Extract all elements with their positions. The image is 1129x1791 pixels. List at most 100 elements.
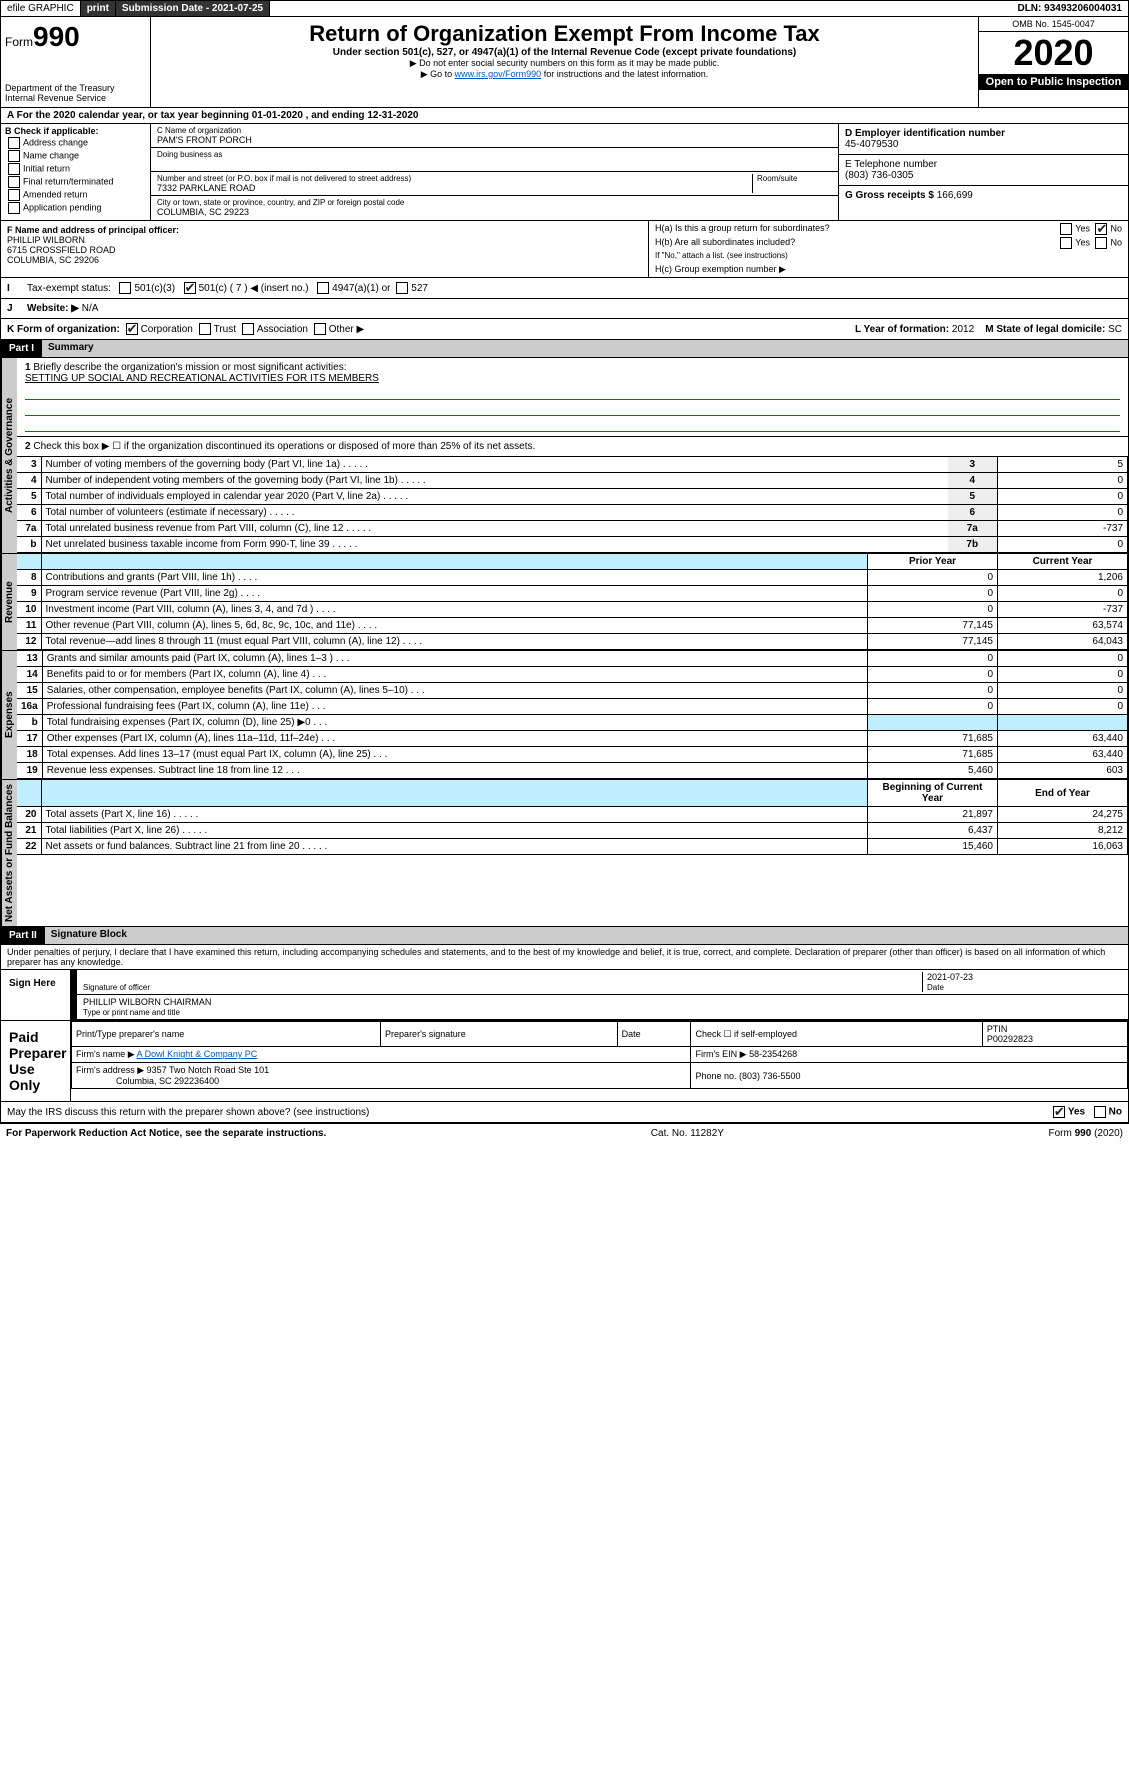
city-state-zip: COLUMBIA, SC 29223 [157,207,832,217]
form-title: Return of Organization Exempt From Incom… [155,21,974,47]
print-name-label: Type or print name and title [83,1008,180,1017]
hb-row: H(b) Are all subordinates included? Yes … [649,235,1128,249]
paid-preparer-block: Paid Preparer Use Only Print/Type prepar… [0,1021,1129,1102]
discuss-no[interactable] [1094,1106,1106,1118]
b-label: B Check if applicable: [5,126,99,136]
vtab-revenue: Revenue [1,554,17,650]
ssn-note: ▶ Do not enter social security numbers o… [155,58,974,69]
sig-officer-label: Signature of officer [83,983,150,992]
vtab-expenses: Expenses [1,651,17,779]
ha-row: H(a) Is this a group return for subordin… [649,221,1128,235]
form-header: Form990 Department of the Treasury Inter… [0,17,1129,108]
firm-name-label: Firm's name ▶ [76,1049,135,1059]
m-label: M State of legal domicile: [985,324,1105,335]
cb-amended[interactable]: Amended return [5,189,146,201]
ptin-hdr: PTIN [987,1024,1008,1034]
officer-addr2: COLUMBIA, SC 29206 [7,255,99,265]
perjury-text: Under penalties of perjury, I declare th… [0,945,1129,970]
form-subtitle: Under section 501(c), 527, or 4947(a)(1)… [155,47,974,58]
pra-notice: For Paperwork Reduction Act Notice, see … [6,1128,326,1139]
hc-row: H(c) Group exemption number ▶ [649,262,1128,277]
sign-block: Sign Here Signature of officer 2021-07-2… [0,970,1129,1021]
cb-name-change[interactable]: Name change [5,150,146,162]
city-label: City or town, state or province, country… [157,198,832,207]
irs-link[interactable]: www.irs.gov/Form990 [455,69,542,79]
part1-header: Part I Summary [0,340,1129,358]
phone-value: (803) 736-0305 [845,170,913,181]
mission-block: 1 Briefly describe the organization's mi… [17,358,1128,437]
mission-text: SETTING UP SOCIAL AND RECREATIONAL ACTIV… [25,373,379,384]
cb-corp[interactable] [126,323,138,335]
line2: 2 Check this box ▶ ☐ if the organization… [17,437,1128,457]
section-governance: Activities & Governance 1 Briefly descri… [0,358,1129,554]
firm-addr-label: Firm's address ▶ [76,1065,144,1075]
expenses-table: 13Grants and similar amounts paid (Part … [17,651,1128,779]
cb-trust[interactable] [199,323,211,335]
section-netassets: Net Assets or Fund Balances Beginning of… [0,780,1129,927]
cb-assoc[interactable] [242,323,254,335]
ein-value: 45-4079530 [845,139,898,150]
cb-4947[interactable] [317,282,329,294]
cb-527[interactable] [396,282,408,294]
omb-number: OMB No. 1545-0047 [979,17,1128,32]
submission-date: Submission Date - 2021-07-25 [116,1,270,16]
j-label: Website: ▶ [27,303,79,314]
prep-date-hdr: Date [617,1022,691,1047]
tax-year-line: A For the 2020 calendar year, or tax yea… [0,108,1129,124]
cb-app-pending[interactable]: Application pending [5,202,146,214]
ptin-value: P00292823 [987,1034,1033,1044]
gross-value: 166,699 [937,190,973,201]
cb-501c3[interactable] [119,282,131,294]
firm-addr2: Columbia, SC 292236400 [116,1076,219,1086]
tax-year: 2020 [979,32,1128,74]
sign-date-label: Date [927,983,944,992]
room-label: Room/suite [757,174,832,183]
netassets-table: Beginning of Current YearEnd of Year20To… [17,780,1128,855]
section-expenses: Expenses 13Grants and similar amounts pa… [0,651,1129,780]
cb-address-change[interactable]: Address change [5,137,146,149]
discuss-text: May the IRS discuss this return with the… [7,1107,369,1118]
discuss-yes[interactable] [1053,1106,1065,1118]
firm-phone: (803) 736-5500 [739,1071,801,1081]
website-row: J Website: ▶ N/A [0,299,1129,319]
entity-block: B Check if applicable: Address change Na… [0,124,1129,221]
section-revenue: Revenue Prior YearCurrent Year8Contribut… [0,554,1129,651]
part1-title: Summary [42,340,1128,357]
print-button[interactable]: print [81,1,116,16]
org-name-label: C Name of organization [157,126,832,135]
cb-501c[interactable] [184,282,196,294]
form-number: Form990 [5,21,146,53]
firm-name[interactable]: A Dowl Knight & Company PC [137,1049,258,1059]
mission-label: Briefly describe the organization's miss… [33,362,346,373]
i-label: Tax-exempt status: [27,283,111,294]
officer-addr1: 6715 CROSSFIELD ROAD [7,245,116,255]
dept-label: Department of the Treasury Internal Reve… [5,83,146,103]
top-bar: efile GRAPHIC print Submission Date - 20… [0,0,1129,17]
sign-date: 2021-07-23 [927,972,973,982]
discuss-row: May the IRS discuss this return with the… [0,1102,1129,1123]
firm-ein: 58-2354268 [749,1049,797,1059]
dba-label: Doing business as [157,150,832,159]
officer-block: F Name and address of principal officer:… [0,221,1129,278]
m-value: SC [1108,324,1122,335]
part2-title: Signature Block [45,927,1128,944]
gross-label: G Gross receipts $ [845,190,934,201]
ein-label: D Employer identification number [845,128,1005,139]
firm-addr: 9357 Two Notch Road Ste 101 [147,1065,269,1075]
tax-exempt-row: I Tax-exempt status: 501(c)(3) 501(c) ( … [0,278,1129,299]
cat-no: Cat. No. 11282Y [651,1128,724,1139]
org-name: PAM'S FRONT PORCH [157,135,832,145]
addr-label: Number and street (or P.O. box if mail i… [157,174,752,183]
paid-preparer-label: Paid Preparer Use Only [1,1021,71,1101]
form-footer: Form 990 (2020) [1049,1128,1123,1139]
prep-name-hdr: Print/Type preparer's name [72,1022,381,1047]
cb-other[interactable] [314,323,326,335]
revenue-table: Prior YearCurrent Year8Contributions and… [17,554,1128,650]
f-label: F Name and address of principal officer: [7,225,179,235]
k-l-m-row: K Form of organization: Corporation Trus… [0,319,1129,340]
cb-final-return[interactable]: Final return/terminated [5,176,146,188]
cb-initial-return[interactable]: Initial return [5,163,146,175]
vtab-netassets: Net Assets or Fund Balances [1,780,17,926]
website-value: N/A [82,303,99,314]
part1-label: Part I [1,340,42,357]
